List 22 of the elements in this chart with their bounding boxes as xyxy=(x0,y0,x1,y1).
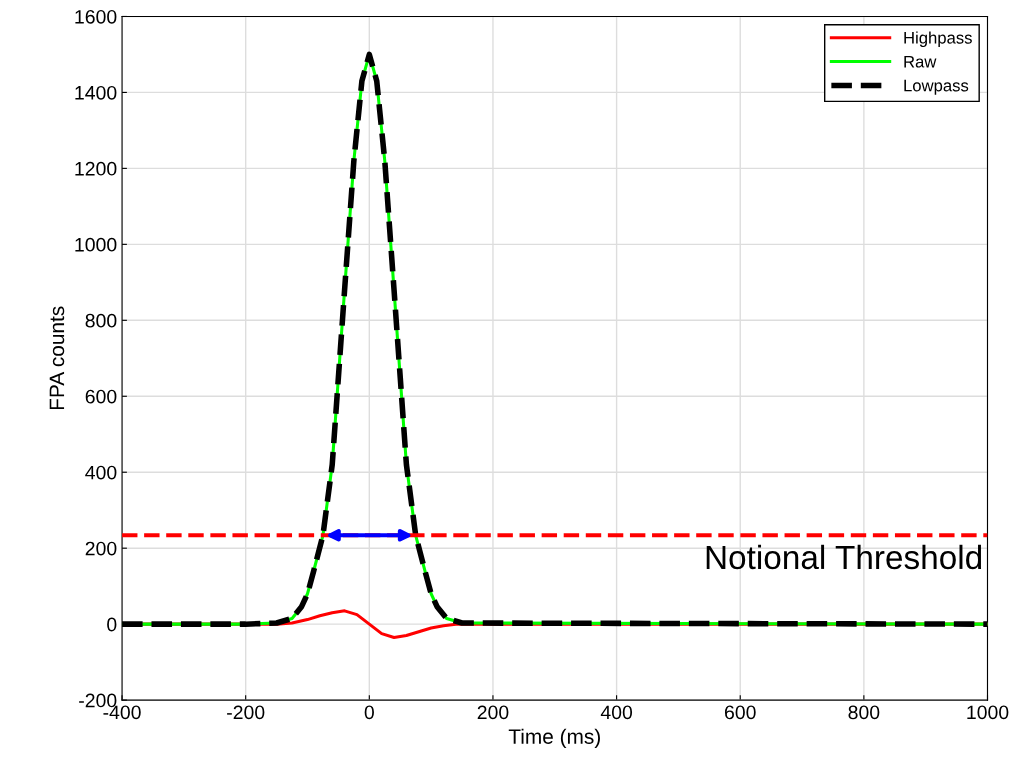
y-tick-label: 0 xyxy=(107,617,117,632)
x-tick-label: 1000 xyxy=(967,705,1009,720)
x-tick-label: 800 xyxy=(848,705,880,720)
x-tick-label: 0 xyxy=(364,705,374,720)
legend-label: Lowpass xyxy=(904,79,969,95)
x-tick-label: 600 xyxy=(725,705,756,720)
y-tick-label: 200 xyxy=(85,541,117,556)
y-tick-label: 800 xyxy=(85,313,117,328)
y-tick-label: 1200 xyxy=(75,161,117,176)
ref-line-label: Notional Threshold xyxy=(706,544,982,570)
x-tick-label: -200 xyxy=(227,705,265,720)
y-tick-label: 1000 xyxy=(75,237,117,252)
x-axis-title: Time (ms) xyxy=(508,728,600,749)
legend-label: Raw xyxy=(904,55,937,68)
y-tick-label: 400 xyxy=(85,465,117,480)
y-tick-label: 1600 xyxy=(75,9,117,24)
x-tick-label: 400 xyxy=(600,705,633,720)
legend-label: Highpass xyxy=(904,31,972,47)
y-tick-label: 1400 xyxy=(75,85,117,100)
x-tick-label: 200 xyxy=(477,705,509,720)
y-tick-label: 600 xyxy=(85,389,117,404)
y-axis-title: FPA counts xyxy=(49,306,65,410)
